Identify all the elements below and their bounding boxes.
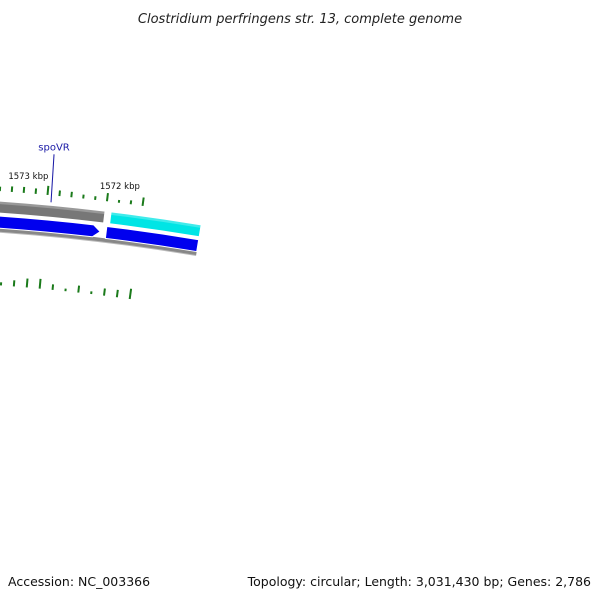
cds-arrow <box>104 225 200 253</box>
genome-summary-text: Topology: circular; Length: 3,031,430 bp… <box>247 574 591 589</box>
gc-tick-outer <box>46 185 50 196</box>
label-leader-spoVR <box>50 154 55 203</box>
cds-arrow-track <box>0 215 200 253</box>
gene-band-spoVR <box>0 200 106 224</box>
gc-tick-inner <box>128 288 133 300</box>
tick-label: 1572 kbp <box>100 182 140 192</box>
gene-band-highlight <box>110 211 202 228</box>
gc-tick-inner <box>25 278 29 288</box>
gc-ticks-inner <box>0 278 133 300</box>
gc-tick-inner <box>77 285 81 293</box>
gene-band-unnamed <box>109 211 202 238</box>
gc-tick-outer <box>58 190 61 197</box>
gene-labels: recQprkACPE1333spoVR <box>38 142 70 203</box>
gc-tick-outer <box>105 192 109 202</box>
gc-tick-inner <box>115 289 119 298</box>
coordinate-ticks: 1578 kbp1577 kbp1576 kbp1575 kbp1574 kbp… <box>8 172 140 192</box>
cds-arrow <box>0 215 101 238</box>
accession-text: Accession: NC_003366 <box>8 574 150 589</box>
gc-tick-outer <box>70 191 73 198</box>
backbone-shadow <box>0 231 197 257</box>
gc-tick-outer <box>141 197 145 207</box>
genome-backbone <box>0 228 197 257</box>
gc-tick-inner <box>103 288 106 296</box>
backbone-line <box>0 228 197 256</box>
map-title: Clostridium perfringens str. 13, complet… <box>138 12 462 27</box>
tick-label: 1573 kbp <box>8 172 48 182</box>
gc-tick-inner <box>51 284 55 290</box>
gc-tick-outer <box>129 200 133 205</box>
gene-label-spoVR: spoVR <box>38 142 70 153</box>
gc-tick-inner <box>38 278 42 289</box>
gc-ticks-outer <box>0 185 145 207</box>
gene-track <box>0 200 202 238</box>
gene-band-highlight <box>0 201 106 215</box>
